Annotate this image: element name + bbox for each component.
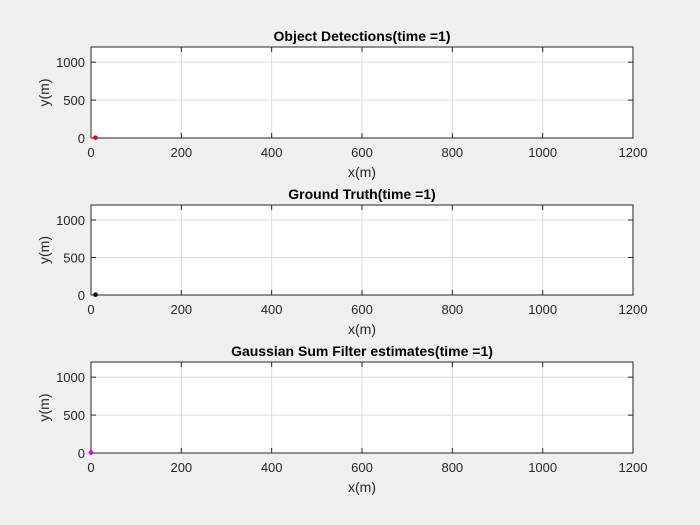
y-tick-label: 0 xyxy=(78,446,85,461)
x-tick-label: 400 xyxy=(261,302,283,317)
data-point xyxy=(88,450,94,455)
y-tick-label: 500 xyxy=(63,93,85,108)
x-tick-label: 800 xyxy=(441,302,463,317)
data-point xyxy=(93,292,98,297)
x-axis-label: x(m) xyxy=(348,479,376,495)
y-tick-label: 0 xyxy=(78,288,85,303)
chart-1: 0 200 400 600 800 1000 1200 0 500 1000 Object Dete… xyxy=(36,28,647,180)
chart-title: Ground Truth(time =1) xyxy=(288,186,435,202)
x-tick-label: 0 xyxy=(87,145,94,160)
y-axis-label: y(m) xyxy=(36,394,52,422)
y-axis-label: y(m) xyxy=(36,236,52,264)
x-tick-label: 600 xyxy=(351,460,373,475)
y-tick-label: 1000 xyxy=(56,370,85,385)
x-tick-label: 200 xyxy=(170,302,192,317)
chart-title: Gaussian Sum Filter estimates(time =1) xyxy=(231,343,493,359)
y-tick-label: 0 xyxy=(78,131,85,146)
chart-3: 0 200 400 600 800 1000 1200 0 500 1000 Gaussian Su… xyxy=(36,343,647,495)
y-tick-label: 500 xyxy=(63,408,85,423)
x-tick-label: 1000 xyxy=(528,145,557,160)
charts: 0 200 400 600 800 1000 1200 0 500 1000 Object Dete… xyxy=(36,28,647,495)
x-tick-label: 1000 xyxy=(528,460,557,475)
chart-2: 0 200 400 600 800 1000 1200 0 500 1000 Ground Trut… xyxy=(36,186,647,337)
x-axis-label: x(m) xyxy=(348,164,376,180)
x-tick-label: 1000 xyxy=(528,302,557,317)
y-tick-label: 1000 xyxy=(56,55,85,70)
x-tick-label: 400 xyxy=(261,145,283,160)
data-point xyxy=(93,135,98,140)
y-tick-label: 500 xyxy=(63,251,85,266)
x-tick-label: 600 xyxy=(351,302,373,317)
x-tick-label: 200 xyxy=(170,145,192,160)
x-tick-label: 1200 xyxy=(619,302,648,317)
x-tick-label: 800 xyxy=(441,460,463,475)
chart-title: Object Detections(time =1) xyxy=(274,28,451,44)
x-tick-label: 600 xyxy=(351,145,373,160)
y-tick-label: 1000 xyxy=(56,213,85,228)
x-tick-label: 1200 xyxy=(619,460,648,475)
x-tick-label: 800 xyxy=(441,145,463,160)
x-tick-label: 400 xyxy=(261,460,283,475)
x-tick-label: 1200 xyxy=(619,145,648,160)
y-axis-label: y(m) xyxy=(36,79,52,107)
x-tick-label: 200 xyxy=(170,460,192,475)
x-tick-label: 0 xyxy=(87,460,94,475)
x-axis-label: x(m) xyxy=(348,321,376,337)
x-tick-label: 0 xyxy=(87,302,94,317)
